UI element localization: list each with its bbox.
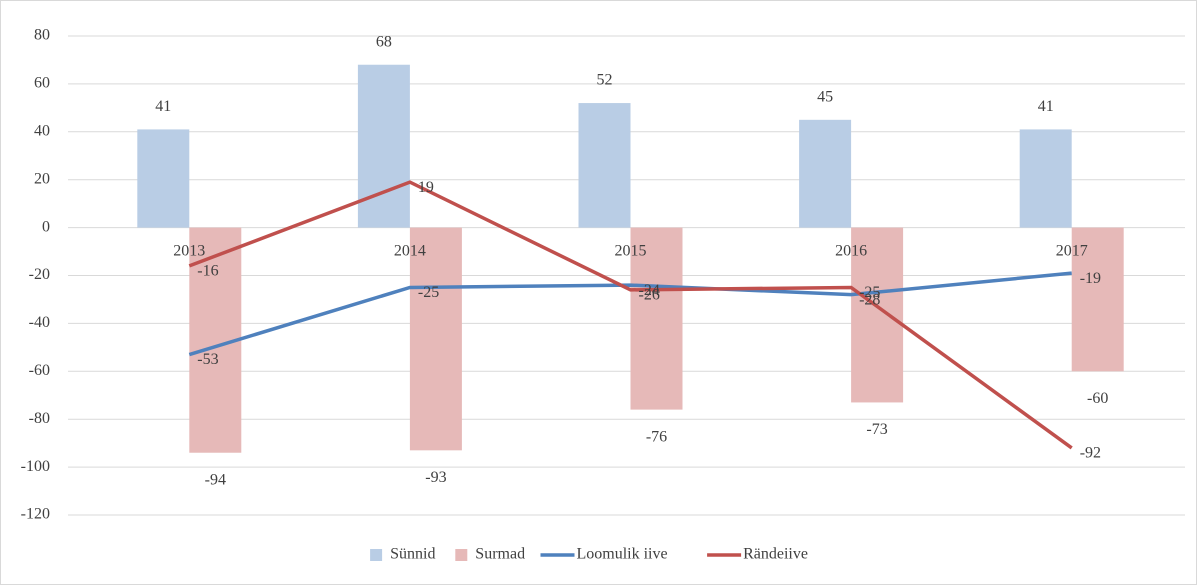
- data-label: 52: [597, 72, 613, 89]
- x-tick-label: 2016: [835, 242, 867, 259]
- y-tick-label: 20: [34, 170, 50, 187]
- bar: [1019, 129, 1072, 228]
- data-label: 19: [418, 179, 434, 196]
- y-tick-label: 40: [34, 122, 50, 139]
- data-label: -93: [425, 469, 446, 486]
- y-tick-label: -100: [21, 458, 50, 475]
- bar: [409, 227, 462, 451]
- data-label: -76: [646, 428, 667, 445]
- data-label: -28: [859, 291, 880, 308]
- data-label: -60: [1087, 390, 1108, 407]
- y-tick-label: -60: [29, 362, 50, 379]
- x-tick-label: 2017: [1056, 242, 1088, 259]
- data-label: -25: [859, 284, 880, 301]
- line-series: [188, 180, 1073, 450]
- x-tick-label: 2015: [615, 242, 647, 259]
- bar: [799, 119, 852, 228]
- bar: [851, 227, 904, 403]
- bar: [1071, 227, 1124, 372]
- data-label: -53: [197, 351, 218, 368]
- y-tick-label: 60: [34, 75, 50, 92]
- bar: [578, 103, 631, 228]
- y-tick-label: 0: [42, 218, 50, 235]
- legend-swatch: [455, 549, 468, 561]
- line-series: [188, 271, 1072, 357]
- legend-label: Rändeiive: [743, 546, 808, 563]
- y-tick-label: -20: [29, 266, 50, 283]
- bar: [357, 64, 410, 228]
- data-label: -73: [866, 421, 887, 438]
- y-tick-label: -40: [29, 314, 50, 331]
- legend-label: Surmad: [475, 546, 525, 563]
- data-label: -25: [418, 284, 439, 301]
- x-tick-label: 2013: [173, 242, 205, 259]
- data-label: -94: [205, 471, 226, 488]
- data-label: -16: [197, 263, 218, 280]
- data-label: -92: [1080, 445, 1101, 462]
- data-label: -24: [639, 282, 660, 299]
- y-tick-label: 80: [34, 27, 50, 44]
- data-label: -19: [1080, 270, 1101, 287]
- x-tick-label: 2014: [394, 242, 426, 259]
- data-label: 41: [155, 98, 171, 115]
- data-label: 45: [817, 88, 833, 105]
- y-tick-label: -120: [21, 506, 50, 523]
- legend-swatch: [370, 549, 383, 561]
- bar: [630, 227, 683, 410]
- data-label: -26: [639, 287, 660, 304]
- data-label: 68: [376, 33, 392, 50]
- legend-label: Sünnid: [390, 546, 435, 563]
- bar: [137, 129, 190, 228]
- data-label: 41: [1038, 98, 1054, 115]
- y-tick-label: -80: [29, 410, 50, 427]
- legend-label: Loomulik iive: [577, 546, 668, 563]
